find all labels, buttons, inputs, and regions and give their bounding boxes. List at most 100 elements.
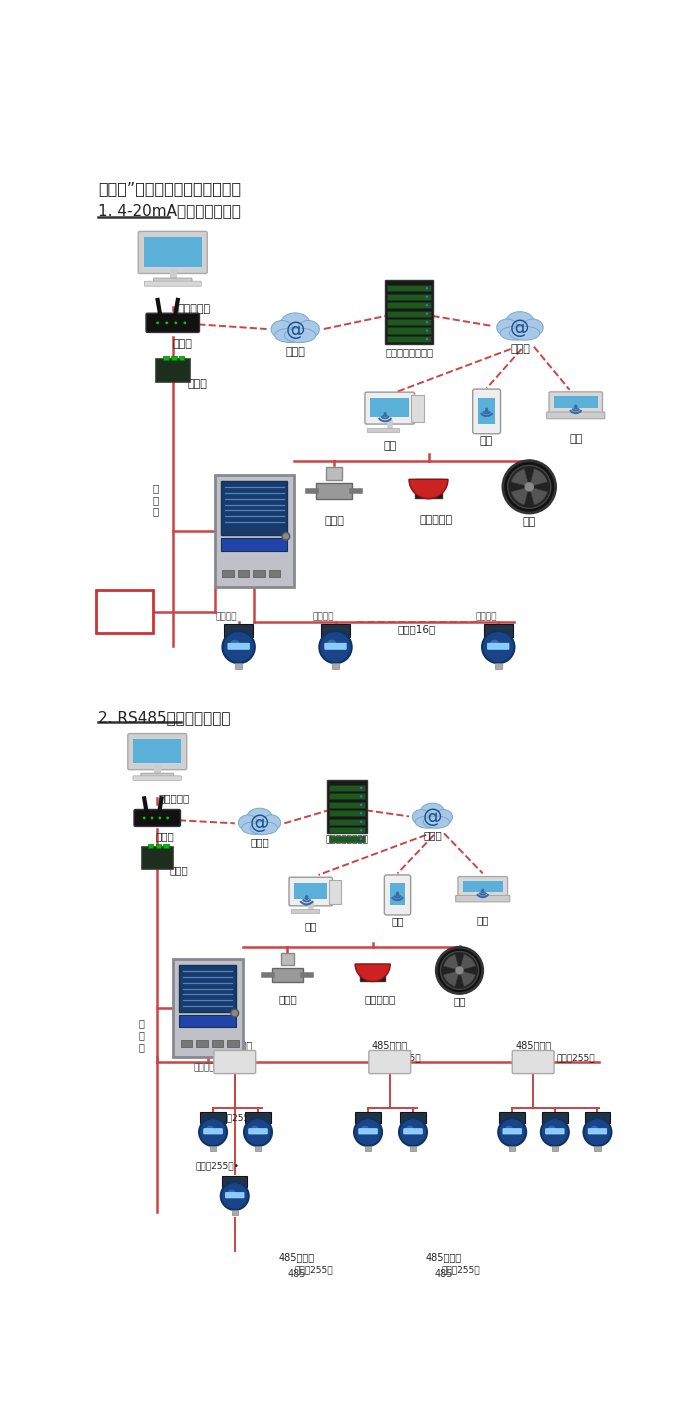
Circle shape — [360, 803, 362, 806]
Ellipse shape — [590, 1126, 598, 1133]
Bar — [181, 1041, 192, 1047]
Bar — [232, 1210, 238, 1216]
Circle shape — [360, 812, 362, 815]
Circle shape — [396, 892, 399, 895]
Wedge shape — [409, 480, 448, 498]
Text: 终端: 终端 — [569, 435, 582, 445]
FancyBboxPatch shape — [179, 1016, 237, 1027]
Text: 1. 4-20mA信号连接系统图: 1. 4-20mA信号连接系统图 — [98, 203, 242, 218]
Text: 可连接255台•: 可连接255台• — [196, 1162, 240, 1171]
Text: 信号输出: 信号输出 — [216, 612, 237, 622]
Ellipse shape — [522, 319, 543, 336]
FancyBboxPatch shape — [588, 1128, 607, 1134]
Text: 声光报警器: 声光报警器 — [420, 515, 453, 525]
Ellipse shape — [250, 822, 277, 834]
Ellipse shape — [490, 640, 499, 647]
Circle shape — [306, 1327, 334, 1354]
FancyBboxPatch shape — [359, 1128, 377, 1134]
Text: 485中继器: 485中继器 — [426, 1252, 462, 1262]
Bar — [365, 1145, 371, 1151]
Ellipse shape — [239, 815, 258, 830]
FancyBboxPatch shape — [139, 231, 207, 273]
FancyBboxPatch shape — [267, 1337, 286, 1342]
FancyBboxPatch shape — [356, 1113, 381, 1123]
Circle shape — [426, 338, 428, 340]
FancyBboxPatch shape — [488, 643, 509, 649]
FancyBboxPatch shape — [220, 481, 288, 535]
Bar — [227, 1041, 239, 1047]
Text: 路由器: 路由器 — [172, 339, 192, 349]
Bar — [387, 311, 430, 317]
FancyBboxPatch shape — [423, 1262, 465, 1286]
FancyBboxPatch shape — [458, 877, 508, 898]
FancyBboxPatch shape — [385, 280, 433, 343]
Circle shape — [481, 889, 484, 892]
Text: 可连接255台: 可连接255台 — [556, 1054, 595, 1062]
Text: 互联网: 互联网 — [250, 837, 269, 847]
Text: 机气猫”系列带显示固定式检测仪: 机气猫”系列带显示固定式检测仪 — [98, 182, 242, 196]
FancyBboxPatch shape — [327, 781, 368, 833]
FancyBboxPatch shape — [214, 1051, 256, 1074]
Ellipse shape — [500, 326, 531, 340]
FancyBboxPatch shape — [200, 1113, 226, 1123]
FancyBboxPatch shape — [512, 1051, 554, 1074]
Bar — [329, 802, 365, 808]
Bar — [172, 356, 176, 360]
Circle shape — [574, 405, 578, 408]
FancyBboxPatch shape — [390, 884, 405, 905]
Text: ⊖  ⊕: ⊖ ⊕ — [107, 598, 142, 613]
FancyBboxPatch shape — [554, 397, 598, 408]
Text: 485: 485 — [435, 1269, 454, 1279]
Bar — [329, 794, 365, 799]
FancyBboxPatch shape — [141, 847, 173, 868]
Text: @: @ — [510, 319, 530, 338]
Circle shape — [584, 1119, 611, 1145]
FancyBboxPatch shape — [144, 236, 202, 266]
Circle shape — [354, 1119, 382, 1145]
Bar — [255, 1145, 261, 1151]
Wedge shape — [529, 469, 547, 487]
Bar — [269, 570, 281, 577]
FancyBboxPatch shape — [281, 954, 294, 965]
Text: 可连接16个: 可连接16个 — [398, 625, 436, 635]
Text: 互联网: 互联网 — [286, 348, 305, 357]
Circle shape — [174, 321, 177, 324]
Text: 互联网: 互联网 — [510, 345, 530, 355]
Circle shape — [426, 287, 428, 290]
FancyBboxPatch shape — [473, 390, 500, 433]
FancyBboxPatch shape — [414, 480, 442, 498]
Text: @: @ — [286, 321, 305, 339]
Bar — [410, 1145, 416, 1151]
Ellipse shape — [361, 1126, 369, 1133]
FancyBboxPatch shape — [414, 1337, 433, 1342]
FancyBboxPatch shape — [547, 412, 605, 419]
FancyBboxPatch shape — [404, 1128, 422, 1134]
Circle shape — [410, 1327, 438, 1354]
FancyBboxPatch shape — [224, 625, 253, 636]
Bar — [223, 570, 234, 577]
Bar — [274, 1354, 280, 1359]
Circle shape — [156, 321, 159, 324]
Text: 转换器: 转换器 — [169, 865, 188, 875]
Ellipse shape — [406, 1126, 414, 1133]
Circle shape — [399, 1119, 427, 1145]
Circle shape — [231, 1009, 239, 1017]
Bar — [179, 356, 184, 360]
FancyBboxPatch shape — [384, 875, 411, 915]
FancyBboxPatch shape — [204, 1128, 223, 1134]
Ellipse shape — [460, 1334, 468, 1341]
Ellipse shape — [228, 1189, 235, 1196]
Wedge shape — [459, 954, 476, 971]
FancyBboxPatch shape — [133, 739, 181, 763]
Ellipse shape — [420, 803, 444, 820]
Circle shape — [360, 795, 362, 798]
Text: 单机版电脑: 单机版电脑 — [178, 304, 211, 314]
Ellipse shape — [270, 1334, 277, 1341]
Circle shape — [503, 460, 556, 514]
FancyBboxPatch shape — [155, 359, 190, 383]
FancyBboxPatch shape — [369, 1051, 411, 1074]
Circle shape — [150, 816, 153, 819]
Text: 路由器: 路由器 — [155, 832, 174, 841]
FancyBboxPatch shape — [144, 281, 201, 286]
Ellipse shape — [327, 640, 337, 647]
